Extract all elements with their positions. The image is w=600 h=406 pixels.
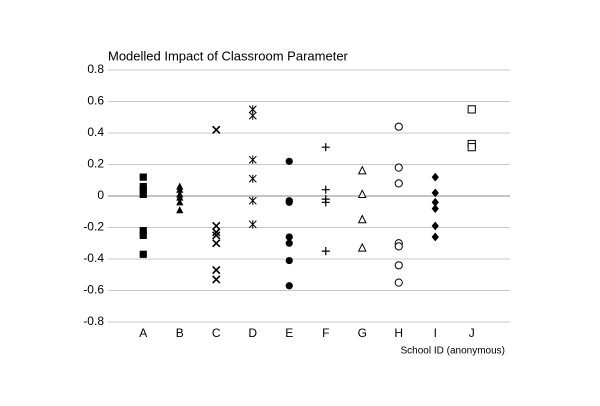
marker (176, 185, 184, 193)
marker (357, 189, 367, 199)
marker (212, 228, 221, 237)
y-tick-label: -0.2 (83, 220, 104, 234)
marker (285, 282, 293, 290)
marker (285, 256, 293, 265)
marker (357, 165, 367, 175)
marker (321, 247, 330, 256)
x-tick-label: E (285, 326, 293, 340)
y-tick-label: 0.4 (87, 125, 104, 139)
marker (176, 193, 184, 201)
marker (139, 250, 147, 258)
marker (321, 185, 330, 194)
y-tick-label: 0 (97, 188, 104, 202)
y-tick-label: 0.6 (87, 94, 104, 108)
marker (212, 125, 221, 135)
y-tick-label: 0.8 (87, 62, 104, 76)
y-tick-label: -0.8 (83, 314, 104, 328)
marker (321, 143, 330, 152)
marker (285, 198, 293, 206)
marker (248, 196, 257, 205)
y-tick-label: -0.4 (83, 251, 104, 265)
y-tick-label: 0.2 (87, 157, 104, 171)
chart-title: Modelled Impact of Classroom Parameter (108, 48, 349, 63)
marker (212, 239, 221, 248)
marker (248, 220, 257, 229)
x-tick-label: A (139, 326, 147, 340)
marker (139, 231, 147, 239)
x-tick-label: F (322, 326, 329, 340)
marker (431, 232, 439, 242)
marker (321, 198, 330, 207)
marker (285, 239, 293, 247)
marker (176, 206, 184, 214)
marker (431, 204, 439, 213)
x-tick-label: J (469, 326, 475, 340)
marker (357, 214, 367, 224)
marker (248, 174, 257, 183)
marker (467, 143, 476, 152)
marker (394, 179, 403, 188)
x-tick-label: I (434, 326, 437, 340)
marker (212, 221, 221, 231)
marker (212, 275, 221, 284)
x-tick-label: D (248, 326, 257, 340)
marker (248, 155, 257, 164)
marker (431, 188, 439, 198)
marker (431, 221, 439, 231)
y-tick-label: -0.6 (83, 283, 104, 297)
marker (139, 186, 147, 194)
x-tick-label: C (212, 326, 221, 340)
marker (467, 105, 476, 114)
marker (394, 163, 403, 172)
marker (394, 122, 403, 131)
marker (394, 278, 403, 287)
x-tick-label: H (394, 326, 403, 340)
marker (212, 265, 221, 275)
x-tick-label: B (176, 326, 184, 340)
marker (285, 233, 293, 241)
marker (139, 173, 147, 181)
marker (248, 111, 257, 120)
marker (176, 198, 184, 206)
marker (139, 190, 147, 199)
marker (431, 172, 439, 182)
marker (212, 231, 221, 240)
marker (394, 242, 403, 251)
marker (285, 157, 293, 165)
marker (431, 197, 439, 207)
x-tick-label: G (358, 326, 367, 340)
marker (357, 242, 367, 252)
x-axis-label: School ID (anonymous) (401, 346, 506, 357)
marker (139, 227, 147, 235)
marker (394, 261, 403, 270)
